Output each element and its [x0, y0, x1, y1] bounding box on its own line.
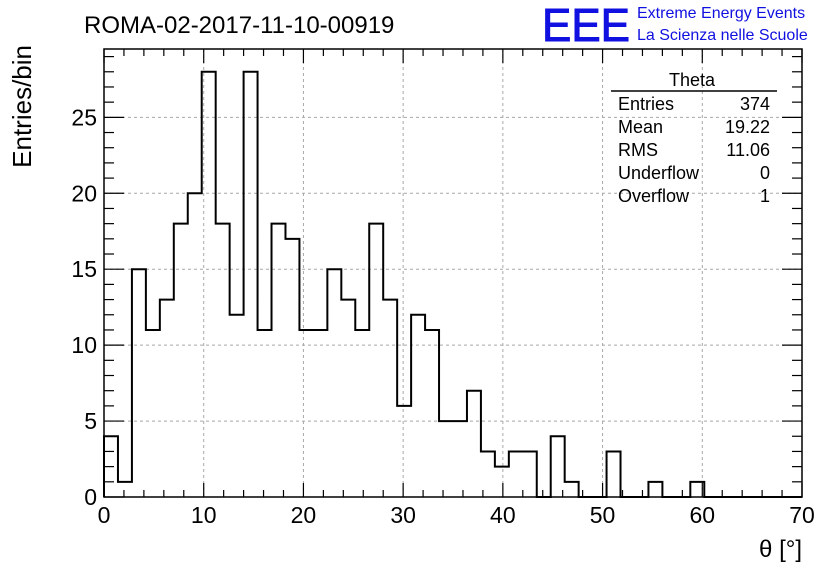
histogram-bin: [132, 269, 146, 497]
histogram-bin: [258, 330, 272, 497]
x-axis-label: θ [°]: [759, 536, 802, 563]
y-tick-label: 10: [71, 332, 97, 358]
x-tick-label: 70: [789, 502, 815, 528]
stats-row-value: 0: [760, 163, 770, 183]
chart-title: ROMA-02-2017-11-10-00919: [84, 12, 394, 39]
histogram-bin: [230, 315, 244, 497]
histogram-bin: [551, 436, 565, 497]
histogram-bin: [523, 451, 537, 497]
histogram-bin: [453, 421, 467, 497]
histogram-bin: [146, 330, 160, 497]
histogram-bin: [397, 406, 411, 497]
y-axis-label: Entries/bin: [7, 45, 37, 168]
grid: [104, 49, 802, 497]
x-tick-label: 40: [490, 502, 516, 528]
stats-row-label: RMS: [618, 140, 658, 160]
histogram-bin: [244, 72, 258, 497]
stats-box: Theta Entries 374 Mean 19.22 RMS 11.06 Underfl…: [611, 70, 777, 206]
stats-row-label: Underflow: [618, 163, 700, 183]
plot-frame: [103, 48, 803, 498]
stats-row-label: Overflow: [618, 186, 690, 206]
histogram-bin: [467, 391, 481, 497]
stats-row-value: 374: [740, 94, 770, 114]
logo-line2: La Scienza nelle Scuole: [637, 27, 808, 44]
eee-logo: EEE Extreme Energy Events La Scienza nel…: [542, 0, 808, 52]
stats-row-value: 11.06: [726, 140, 770, 160]
y-tick-label: 15: [71, 256, 97, 282]
axis-ticks: [103, 49, 803, 498]
x-tick-label: 10: [191, 502, 217, 528]
histogram-bin: [118, 482, 132, 497]
y-tick-label: 0: [84, 484, 97, 510]
histogram-bin: [383, 300, 397, 497]
histogram-bin: [369, 224, 383, 497]
histogram-bin: [495, 467, 509, 497]
histogram-bin: [160, 300, 174, 497]
y-tick-label: 5: [84, 408, 97, 434]
x-tick-label: 0: [98, 502, 111, 528]
histogram-bars: [104, 72, 704, 497]
histogram-bin: [313, 330, 327, 497]
histogram-bin: [425, 330, 439, 497]
stats-row-value: 19.22: [725, 117, 770, 137]
histogram-outline: [103, 70, 802, 498]
histogram-bin: [648, 482, 662, 497]
logo-mark: EEE: [542, 0, 630, 51]
histogram-bin: [272, 224, 286, 497]
x-tick-label: 30: [390, 502, 416, 528]
x-tick-label: 60: [689, 502, 715, 528]
histogram-bin: [285, 239, 299, 497]
logo-line1: Extreme Energy Events: [637, 5, 805, 22]
x-tick-label: 50: [590, 502, 616, 528]
histogram-bin: [174, 224, 188, 497]
stats-row-label: Entries: [618, 94, 674, 114]
histogram-bin: [299, 330, 313, 497]
stats-row-label: Mean: [618, 117, 663, 137]
stats-row-value: 1: [760, 186, 770, 206]
x-tick-label: 20: [291, 502, 317, 528]
histogram-bin: [411, 315, 425, 497]
stats-title: Theta: [669, 70, 716, 90]
histogram-bin: [341, 300, 355, 497]
histogram-bin: [327, 269, 341, 497]
histogram-bin: [216, 224, 230, 497]
histogram-bin: [607, 451, 621, 497]
histogram-bin: [439, 421, 453, 497]
histogram-bin: [565, 482, 579, 497]
histogram-bin: [509, 451, 523, 497]
y-tick-label: 25: [71, 104, 97, 130]
histogram-bin: [355, 330, 369, 497]
y-tick-label: 20: [71, 180, 97, 206]
